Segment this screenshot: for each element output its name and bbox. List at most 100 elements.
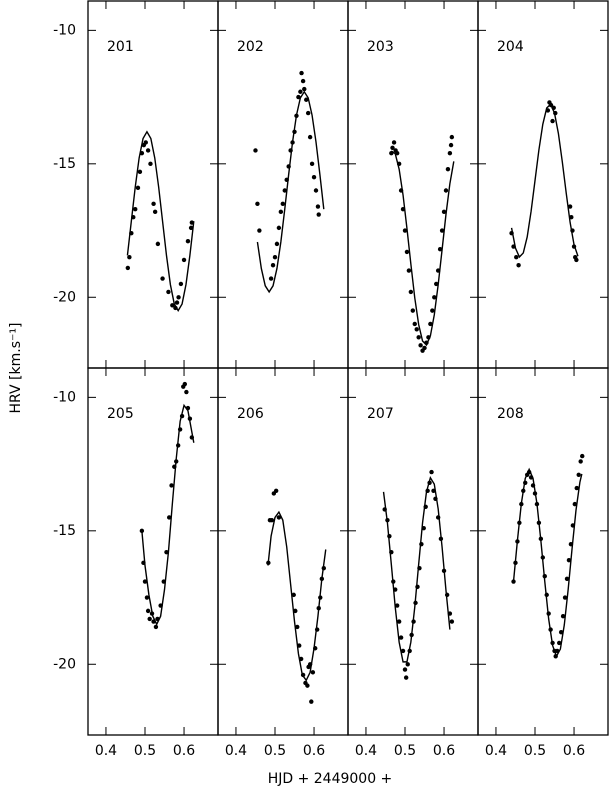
x-axis-label: HJD + 2449000 +	[268, 771, 393, 787]
model-curve	[141, 403, 195, 626]
data-point	[412, 321, 417, 327]
data-point	[300, 78, 306, 84]
data-point	[178, 281, 184, 287]
y-tick-label: -20	[53, 289, 76, 305]
data-point	[310, 670, 316, 675]
data-point	[410, 308, 416, 313]
data-point	[278, 209, 284, 215]
x-tick-label: 0.5	[134, 743, 156, 759]
data-point	[268, 276, 274, 281]
data-point	[125, 265, 131, 271]
data-point	[396, 619, 402, 624]
data-point	[188, 225, 194, 231]
data-point	[557, 640, 562, 646]
x-tick-label: 0.6	[563, 743, 585, 759]
panel-frame	[477, 367, 609, 736]
data-point	[394, 603, 400, 608]
data-point	[416, 335, 421, 340]
data-point	[406, 268, 412, 273]
x-tick-label: 0.5	[264, 743, 286, 759]
data-point	[280, 201, 286, 207]
model-curve	[390, 150, 455, 347]
data-point	[304, 97, 309, 102]
data-point	[564, 576, 570, 582]
data-point	[164, 549, 169, 555]
panel-title: 207	[367, 406, 394, 422]
y-tick-label: -20	[53, 656, 76, 672]
data-point	[148, 161, 153, 167]
data-point	[185, 239, 191, 244]
panel-title: 206	[237, 406, 264, 422]
data-point	[147, 616, 152, 622]
x-tick-label: 0.6	[303, 743, 325, 759]
data-point	[439, 228, 445, 233]
data-point	[390, 145, 395, 150]
data-point	[434, 281, 439, 287]
data-point	[298, 89, 303, 94]
data-point	[296, 94, 301, 100]
data-point	[170, 303, 175, 308]
panel-frame	[477, 0, 609, 369]
data-point	[572, 501, 578, 507]
data-point	[274, 241, 280, 247]
data-point	[182, 381, 188, 387]
data-point	[567, 204, 573, 209]
y-axis-label: HRV [km.s⁻¹]	[8, 323, 24, 414]
data-point	[282, 188, 287, 193]
data-point	[403, 675, 409, 680]
data-point	[305, 683, 310, 688]
data-point	[153, 624, 159, 630]
panel-title: 203	[367, 39, 394, 55]
panel-title: 205	[107, 406, 134, 422]
data-point	[174, 300, 180, 305]
x-tick-label: 0.4	[225, 743, 247, 759]
data-point	[315, 204, 321, 209]
model-curve	[382, 475, 451, 663]
data-point	[309, 699, 314, 704]
data-point	[270, 263, 276, 268]
data-point	[291, 592, 296, 598]
data-point	[430, 308, 435, 313]
data-point	[443, 188, 449, 193]
data-point	[152, 209, 158, 215]
data-point	[398, 635, 404, 640]
data-point	[181, 257, 187, 263]
data-point	[133, 206, 138, 212]
data-point	[184, 389, 189, 395]
data-point	[422, 345, 427, 351]
data-point	[402, 667, 408, 672]
panel-title: 208	[497, 406, 524, 422]
data-point	[309, 161, 315, 167]
y-tick-label: -15	[53, 523, 76, 539]
data-point	[408, 289, 414, 295]
data-point	[391, 140, 397, 145]
data-point	[151, 201, 156, 207]
data-point	[574, 485, 579, 491]
panel-frame	[217, 0, 349, 369]
data-point	[448, 142, 454, 148]
data-point	[311, 174, 317, 180]
x-tick-label: 0.5	[394, 743, 416, 759]
data-point	[447, 150, 453, 156]
data-point	[560, 614, 566, 619]
data-point	[143, 140, 148, 145]
data-point	[269, 517, 275, 523]
data-point	[142, 579, 148, 584]
data-point	[449, 619, 455, 624]
x-tick-label: 0.4	[95, 743, 117, 759]
data-point	[169, 483, 174, 488]
data-point	[253, 148, 258, 153]
data-point	[516, 263, 521, 268]
data-point	[144, 595, 150, 600]
data-point	[155, 241, 161, 247]
data-point	[166, 289, 171, 295]
data-point	[437, 247, 443, 252]
y-tick-label: -10	[53, 389, 76, 405]
data-point	[137, 169, 143, 175]
x-tick-label: 0.6	[433, 743, 455, 759]
panel-title: 201	[107, 39, 134, 55]
data-point	[257, 228, 262, 233]
data-point	[580, 453, 585, 459]
data-point	[449, 134, 455, 140]
